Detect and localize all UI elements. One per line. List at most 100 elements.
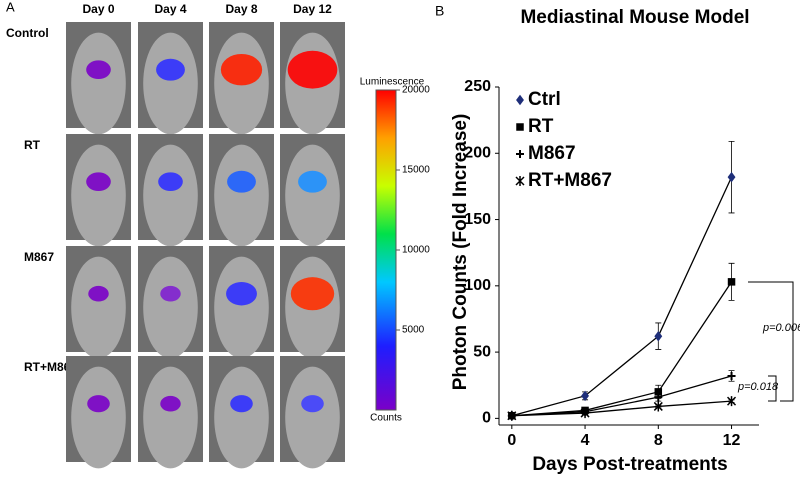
signal bbox=[298, 170, 327, 193]
annotation: p=0.006 bbox=[762, 322, 800, 334]
legend-label: M867 bbox=[528, 143, 576, 164]
marker bbox=[581, 390, 589, 402]
colorbar-tick-label: 20000 bbox=[402, 85, 430, 96]
signal bbox=[226, 281, 257, 306]
y-axis-label: Photon Counts (Fold Increase) bbox=[450, 114, 471, 391]
marker-shape bbox=[653, 401, 663, 412]
colorbar bbox=[375, 89, 397, 411]
data-line bbox=[511, 375, 732, 417]
data-line bbox=[511, 176, 733, 417]
marker bbox=[516, 150, 524, 158]
significance-brackets bbox=[748, 281, 794, 402]
marker-shape bbox=[654, 393, 663, 402]
marker-shape bbox=[515, 176, 525, 186]
marker-shape bbox=[516, 150, 524, 158]
colorbar-title: Luminescence bbox=[360, 77, 425, 88]
signal bbox=[290, 277, 335, 311]
marker bbox=[654, 393, 663, 402]
marker-shape bbox=[727, 371, 736, 380]
legend-label: RT bbox=[528, 116, 554, 137]
signal bbox=[158, 172, 183, 192]
bracket bbox=[768, 375, 777, 402]
mouse-body bbox=[71, 366, 126, 469]
mouse-body bbox=[214, 144, 269, 247]
marker bbox=[653, 401, 663, 412]
panel-a: Day 0 Day 4 Day 8 Day 12 Control RT M867 RT+M86… bbox=[6, 2, 345, 469]
mouse-body bbox=[143, 366, 198, 469]
y-tick-label: 200 bbox=[464, 144, 491, 161]
row-label: Control bbox=[6, 26, 49, 40]
colorbar-tick-label: 10000 bbox=[402, 245, 430, 256]
mouse-body bbox=[214, 366, 269, 469]
data-line bbox=[511, 281, 733, 417]
marker bbox=[580, 408, 590, 419]
colorbar-tick-label: 5000 bbox=[402, 325, 425, 336]
marker-shape bbox=[727, 396, 737, 407]
marker-shape bbox=[580, 408, 590, 419]
colorbar-tick-label: 15000 bbox=[402, 165, 430, 176]
y-tick-label: 150 bbox=[464, 211, 491, 228]
mouse-body bbox=[143, 144, 198, 247]
marker-shape bbox=[654, 330, 663, 342]
y-tick-label: 100 bbox=[464, 277, 491, 294]
marker bbox=[727, 278, 736, 286]
signal bbox=[230, 395, 253, 413]
signal bbox=[160, 285, 181, 302]
annotation: p=0.018 bbox=[737, 381, 779, 393]
panel-label: B bbox=[435, 3, 444, 19]
marker-shape bbox=[727, 278, 736, 286]
marker bbox=[516, 94, 524, 106]
signal bbox=[160, 395, 181, 412]
row-label: RT+M867 bbox=[24, 360, 77, 374]
signal bbox=[86, 60, 111, 80]
signal bbox=[287, 50, 338, 89]
mouse-body bbox=[214, 256, 269, 359]
x-axis-label: Days Post-treatments bbox=[532, 454, 727, 475]
mouse-body bbox=[71, 144, 126, 247]
colorbar-unit: Counts bbox=[370, 413, 402, 424]
marker-shape bbox=[516, 123, 524, 131]
mouse-body bbox=[285, 144, 340, 247]
column-header: Day 0 bbox=[82, 2, 114, 16]
mouse-body bbox=[285, 366, 340, 469]
marker bbox=[507, 410, 517, 421]
column-header: Day 4 bbox=[154, 2, 186, 16]
signal bbox=[87, 395, 110, 413]
marker bbox=[516, 123, 524, 131]
signal bbox=[220, 53, 263, 86]
data-line bbox=[511, 400, 732, 417]
signal bbox=[88, 285, 109, 302]
y-tick-label: 50 bbox=[473, 343, 491, 360]
column-header: Day 12 bbox=[293, 2, 332, 16]
mouse-body bbox=[143, 256, 198, 359]
x-tick-label: 12 bbox=[723, 432, 741, 449]
marker bbox=[727, 171, 736, 183]
mouse-body bbox=[71, 32, 126, 135]
x-tick-label: 4 bbox=[581, 432, 590, 449]
bracket bbox=[748, 281, 794, 402]
y-tick-label: 0 bbox=[482, 410, 491, 427]
mouse-body bbox=[143, 32, 198, 135]
marker-shape bbox=[727, 171, 736, 183]
mouse-body bbox=[71, 256, 126, 359]
panel-label: A bbox=[6, 0, 15, 14]
legend-label: RT+M867 bbox=[528, 170, 612, 191]
signal bbox=[156, 58, 185, 81]
marker bbox=[727, 371, 736, 380]
signal bbox=[227, 170, 256, 193]
marker-shape bbox=[581, 390, 589, 402]
signal bbox=[301, 395, 324, 413]
row-label: M867 bbox=[24, 250, 54, 264]
y-tick-label: 250 bbox=[464, 78, 491, 95]
x-tick-label: 0 bbox=[507, 432, 516, 449]
column-header: Day 8 bbox=[225, 2, 257, 16]
row-label: RT bbox=[24, 138, 41, 152]
marker bbox=[727, 396, 737, 407]
signal bbox=[86, 172, 111, 192]
marker-shape bbox=[507, 410, 517, 421]
marker bbox=[515, 176, 525, 186]
legend-label: Ctrl bbox=[528, 89, 561, 110]
marker bbox=[654, 330, 663, 342]
x-tick-label: 8 bbox=[654, 432, 663, 449]
